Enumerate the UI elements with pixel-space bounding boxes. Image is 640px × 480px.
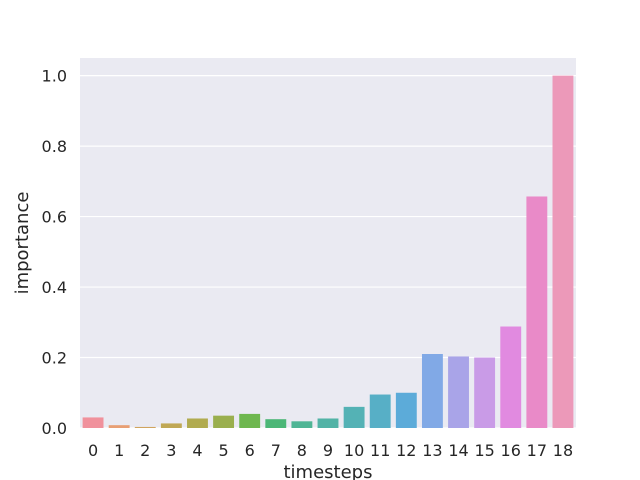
- x-tick-label: 2: [140, 441, 150, 460]
- x-tick-label: 18: [553, 441, 573, 460]
- x-tick-label: 3: [166, 441, 176, 460]
- x-tick-label: 5: [218, 441, 228, 460]
- bar-1: [108, 425, 130, 428]
- x-tick-label: 14: [448, 441, 468, 460]
- bar-18: [552, 75, 574, 428]
- y-tick-label: 0.2: [42, 349, 67, 368]
- bar-16: [500, 326, 522, 428]
- bar-0: [82, 417, 104, 428]
- bar-8: [291, 421, 313, 428]
- bar-7: [265, 419, 287, 428]
- x-axis-label: timesteps: [284, 462, 373, 480]
- x-tick-label: 7: [271, 441, 281, 460]
- x-tick-label: 0: [88, 441, 98, 460]
- x-tick-label: 1: [114, 441, 124, 460]
- bar-3: [160, 423, 182, 428]
- x-tick-labels: 0 1 2 3 4 5 6 7 8 9 10 11 12 13 14 15 16 17 18: [88, 441, 573, 460]
- x-tick-label: 12: [396, 441, 416, 460]
- x-tick-label: 4: [192, 441, 202, 460]
- y-tick-labels: 0.0 0.2 0.4 0.6 0.8 1.0: [42, 67, 67, 438]
- bar-5: [213, 415, 235, 428]
- bar-15: [474, 357, 496, 428]
- y-tick-label: 0.0: [42, 419, 67, 438]
- y-axis-label: importance: [12, 192, 33, 295]
- bar-4: [187, 418, 208, 428]
- bar-12: [395, 392, 417, 428]
- bars: [82, 75, 574, 428]
- y-tick-label: 0.4: [42, 278, 67, 297]
- bar-6: [239, 413, 261, 428]
- x-tick-label: 16: [501, 441, 521, 460]
- bar-9: [317, 418, 339, 428]
- y-tick-label: 0.6: [42, 208, 67, 227]
- x-tick-label: 8: [297, 441, 307, 460]
- x-tick-label: 6: [245, 441, 255, 460]
- x-tick-label: 10: [344, 441, 364, 460]
- x-tick-label: 11: [370, 441, 390, 460]
- x-tick-label: 17: [527, 441, 547, 460]
- y-tick-label: 0.8: [42, 137, 67, 156]
- bar-13: [421, 354, 443, 428]
- bar-11: [369, 394, 391, 428]
- x-tick-label: 13: [422, 441, 442, 460]
- x-tick-label: 15: [474, 441, 494, 460]
- bar-14: [448, 356, 469, 428]
- bar-2: [134, 426, 156, 428]
- y-tick-label: 1.0: [42, 67, 67, 86]
- x-tick-label: 9: [323, 441, 333, 460]
- bar-10: [343, 406, 365, 428]
- bar-17: [526, 196, 548, 428]
